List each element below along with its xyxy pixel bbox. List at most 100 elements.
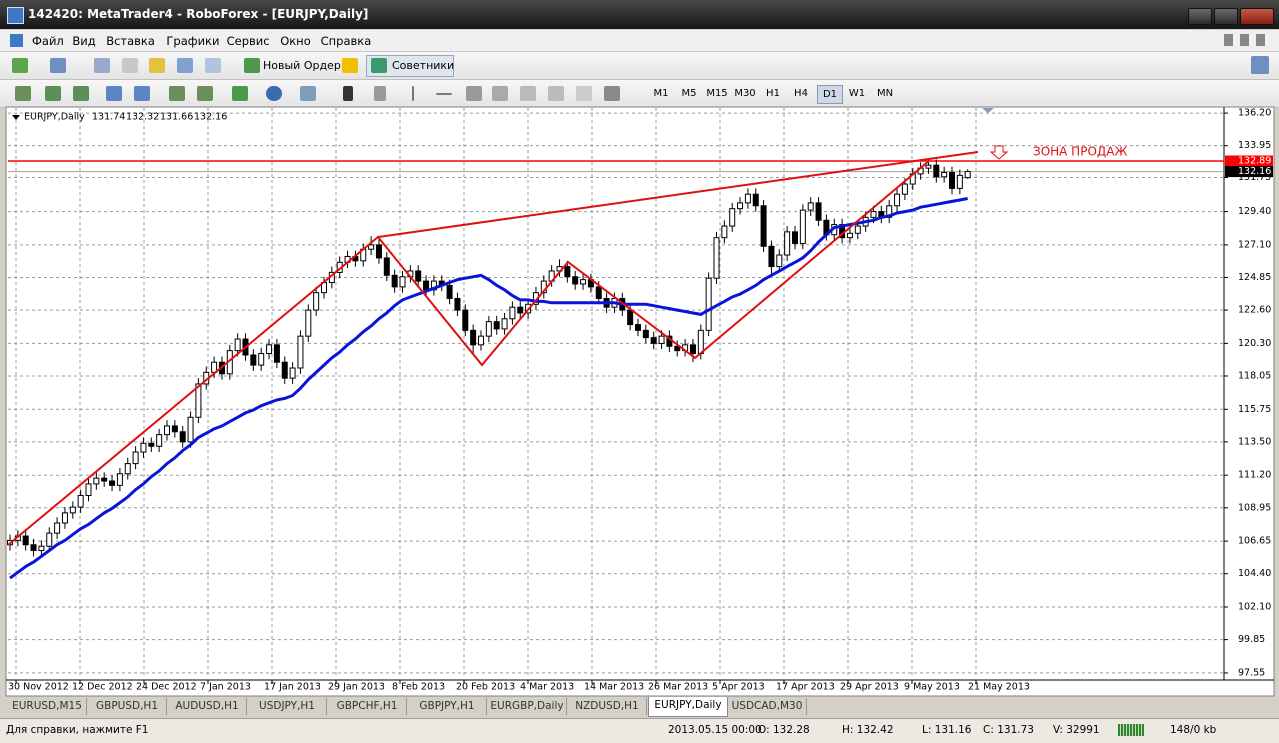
toolbar-icon[interactable]	[50, 58, 66, 73]
candle-body	[485, 321, 492, 337]
menu-item[interactable]: Справка	[320, 34, 372, 48]
bid-price-label: 132.16	[1238, 166, 1271, 177]
toolbar-icon[interactable]	[122, 58, 138, 73]
timeframe-button[interactable]: M30	[734, 88, 756, 99]
chart-tab[interactable]: EURJPY,Daily	[648, 697, 728, 717]
close-button[interactable]	[1240, 8, 1274, 25]
maximize-button[interactable]	[1214, 8, 1238, 25]
candle-body	[187, 416, 194, 443]
menu-item[interactable]: Сервис	[226, 34, 270, 48]
chart-tab[interactable]: USDJPY,H1	[248, 698, 327, 715]
y-tick-label: 102.10	[1238, 602, 1271, 613]
experts-button[interactable]: Советники	[392, 59, 455, 72]
timeframe-button[interactable]: M1	[653, 88, 669, 99]
y-tick-label: 115.75	[1238, 404, 1271, 415]
timeframe-button[interactable]: M15	[706, 88, 728, 99]
x-tick-label: 14 Mar 2013	[584, 682, 644, 693]
vline-tool[interactable]	[412, 86, 414, 101]
moving-average	[9, 197, 968, 580]
toolbar-icon[interactable]	[232, 86, 248, 101]
arrows-tool[interactable]	[604, 86, 620, 101]
menu-item[interactable]: Файл	[32, 34, 64, 48]
text-tool[interactable]	[576, 86, 592, 101]
channel-tool[interactable]	[492, 86, 508, 101]
menu-icon	[10, 34, 23, 47]
toolbar-icon[interactable]	[45, 86, 61, 101]
x-tick-label: 20 Feb 2013	[456, 682, 515, 693]
timeframe-button[interactable]: W1	[848, 88, 866, 99]
x-tick-label: 8 Feb 2013	[392, 682, 445, 693]
candle-body	[399, 276, 406, 288]
x-tick-label: 17 Apr 2013	[776, 682, 835, 693]
chart-tab[interactable]: EURUSD,M15	[8, 698, 87, 715]
toolbar-icon[interactable]	[134, 86, 150, 101]
minimize-button[interactable]	[1188, 8, 1212, 25]
toolbar-icon[interactable]	[169, 86, 185, 101]
timeframe-button[interactable]: M5	[681, 88, 697, 99]
toolbar-icon[interactable]	[205, 58, 221, 73]
candle-body	[846, 232, 853, 239]
candle-body	[156, 434, 163, 447]
menu-item[interactable]: Вид	[72, 34, 96, 48]
toolbar-icon[interactable]	[1251, 56, 1269, 74]
chart-tab[interactable]: AUDUSD,H1	[168, 698, 247, 715]
menu-item[interactable]: Графики	[166, 34, 220, 48]
candle-body	[462, 309, 469, 331]
candle-body	[933, 164, 940, 178]
candle-body	[46, 532, 53, 547]
fibo-tool[interactable]	[548, 86, 564, 101]
toolbar-icon[interactable]	[73, 86, 89, 101]
toolbar-icon[interactable]	[149, 58, 165, 73]
toolbar-icon[interactable]	[12, 58, 28, 73]
crosshair-tool[interactable]	[374, 86, 386, 101]
timeframe-button[interactable]: MN	[876, 88, 894, 99]
candle-body	[383, 257, 390, 276]
new-order-button[interactable]: Новый Ордер	[263, 59, 341, 72]
timeframe-button[interactable]: H1	[766, 88, 780, 99]
chart-tab[interactable]: GBPJPY,H1	[408, 698, 487, 715]
chart-tab[interactable]: NZDUSD,H1	[568, 698, 647, 715]
candle-body	[635, 324, 641, 331]
bid-price-tag	[1225, 166, 1273, 178]
candle-body	[281, 361, 288, 379]
candle-body	[894, 193, 901, 207]
timeframe-button[interactable]: H4	[794, 88, 808, 99]
candle-body	[85, 483, 92, 496]
trendline-tool[interactable]	[466, 86, 482, 101]
chart-tab[interactable]: EURGBP,Daily	[488, 698, 567, 715]
candle-body	[22, 535, 29, 546]
experts-button-frame[interactable]	[366, 55, 454, 77]
toolbar-icon[interactable]	[342, 58, 358, 73]
chart-tab[interactable]: GBPUSD,H1	[88, 698, 167, 715]
chart-tab[interactable]: GBPCHF,H1	[328, 698, 407, 715]
menu-item[interactable]: Вставка	[106, 34, 155, 48]
toolbar-icon[interactable]	[106, 86, 122, 101]
candle-body	[768, 245, 775, 268]
candle-body	[627, 309, 634, 326]
x-tick-label: 17 Jan 2013	[264, 682, 321, 693]
timeframe-button[interactable]: D1	[817, 85, 843, 104]
toolbar-icon[interactable]	[266, 86, 282, 101]
experts-icon[interactable]	[371, 58, 387, 73]
chart-tab[interactable]: USDCAD,M30	[728, 698, 807, 715]
toolbar-icon[interactable]	[300, 86, 316, 101]
candle-body	[689, 344, 696, 355]
status-traffic: 148/0 kb	[1170, 724, 1217, 736]
toolbar-icon[interactable]	[15, 86, 31, 101]
toolbar-icon[interactable]	[94, 58, 110, 73]
menu-item[interactable]: Окно	[280, 34, 311, 48]
status-help: Для справки, нажмите F1	[6, 724, 149, 736]
toolbar: Новый Ордер Советники	[0, 52, 1279, 80]
y-tick-label: 99.85	[1238, 634, 1265, 645]
cursor-tool[interactable]	[343, 86, 353, 101]
hline-tool[interactable]	[436, 93, 452, 95]
new-order-icon[interactable]	[244, 58, 260, 73]
status-open: O: 132.28	[758, 724, 810, 736]
candle-body	[956, 174, 963, 189]
candle-body	[140, 442, 147, 453]
candle-body	[148, 442, 155, 447]
toolbar-icon[interactable]	[177, 58, 193, 73]
fibo-tool[interactable]	[520, 86, 536, 101]
toolbar-icon[interactable]	[197, 86, 213, 101]
